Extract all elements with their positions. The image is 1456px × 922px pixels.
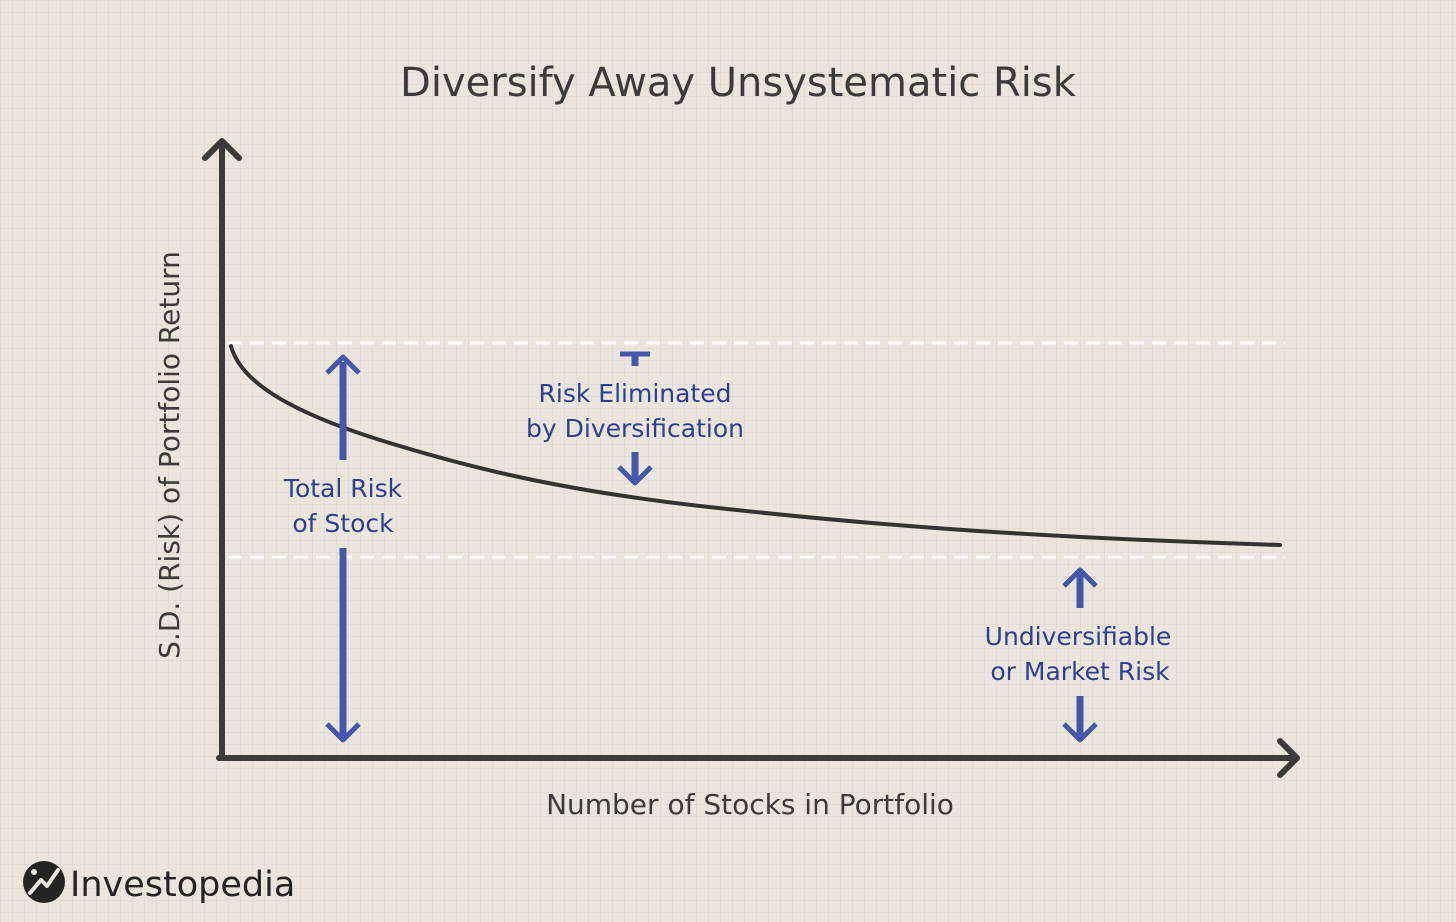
x-axis-label: Number of Stocks in Portfolio [546, 788, 954, 821]
y-axis-label: S.D. (Risk) of Portfolio Return [153, 251, 186, 659]
x-axis-arrowhead [1277, 738, 1300, 778]
y-axis-arrowhead [202, 138, 242, 161]
total-risk-label-line2: of Stock [292, 509, 394, 538]
risk-eliminated-label-line1: Risk Eliminated [539, 379, 732, 408]
market-risk-label-line2: or Market Risk [990, 657, 1170, 686]
brand-name: Investopedia [70, 865, 295, 905]
total-risk-arrow [325, 354, 361, 743]
market-risk-label-line1: Undiversifiable [985, 622, 1172, 651]
investopedia-logo: Investopedia [23, 861, 295, 905]
investopedia-logo-icon [23, 861, 65, 903]
risk-eliminated-arrow [617, 351, 653, 486]
chart-title: Diversify Away Unsystematic Risk [400, 60, 1077, 106]
risk-eliminated-label-line2: by Diversification [526, 414, 744, 443]
risk-curve [229, 344, 1282, 547]
market-risk-arrow [1062, 567, 1098, 743]
total-risk-label-line1: Total Risk [283, 474, 403, 503]
